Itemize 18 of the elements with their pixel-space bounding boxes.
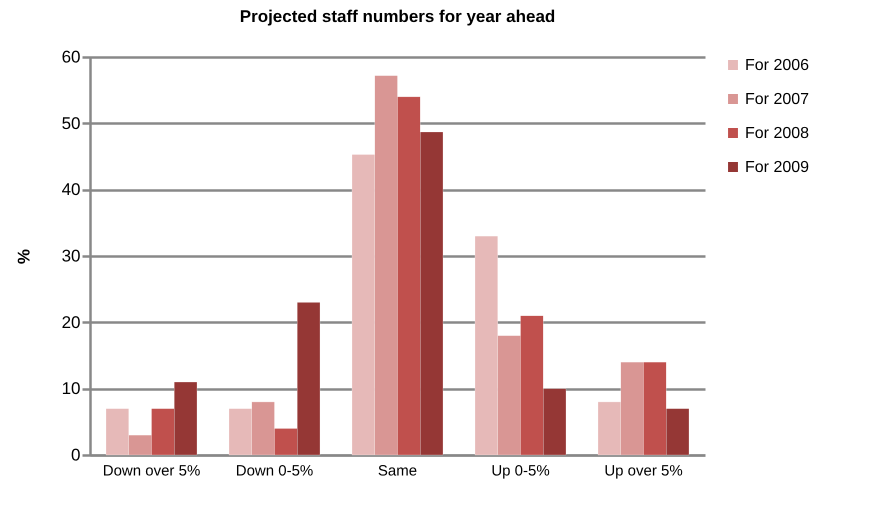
y-tick-label: 50: [62, 114, 80, 133]
y-tick-label: 0: [71, 446, 80, 464]
chart-title: Projected staff numbers for year ahead: [240, 7, 556, 26]
x-tick-label: Down 0-5%: [236, 462, 314, 480]
y-tick-label: 10: [62, 379, 80, 398]
y-tick-label: 40: [62, 180, 80, 200]
x-tick-label: Down over 5%: [102, 462, 200, 480]
y-tick-label: 20: [62, 312, 80, 332]
y-tick-label: 30: [62, 246, 80, 266]
y-axis-title: %: [14, 248, 34, 264]
y-tick-label: 60: [62, 48, 80, 66]
legend-label: For 2007: [745, 91, 810, 108]
legend-label: For 2008: [745, 125, 810, 142]
x-tick-label: Up over 5%: [604, 462, 683, 480]
x-tick-label: Same: [378, 462, 418, 480]
legend-label: For 2006: [745, 57, 810, 74]
x-tick-label: Up 0-5%: [491, 462, 550, 480]
legend-label: For 2009: [745, 159, 810, 176]
